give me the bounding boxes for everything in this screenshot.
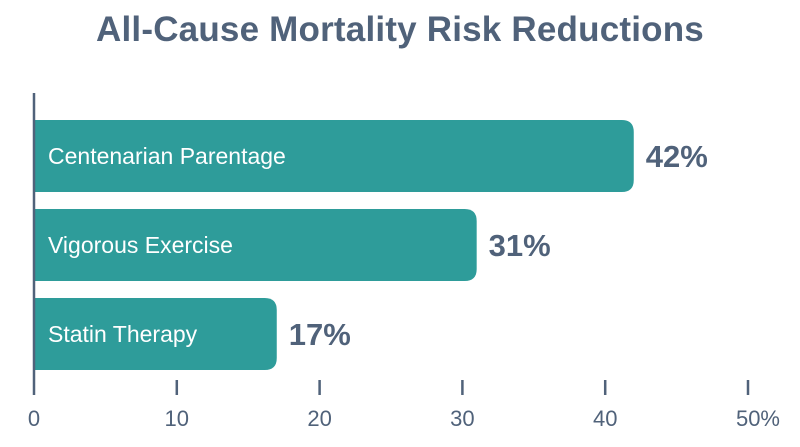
- chart-title: All-Cause Mortality Risk Reductions: [96, 10, 704, 49]
- value-labels-group: 42% 31% 17%: [289, 139, 708, 352]
- x-tick-label-4: 30: [450, 406, 474, 431]
- value-label-2: 31%: [489, 228, 551, 263]
- x-tick-label-1: 0: [28, 406, 40, 431]
- bar-3: [34, 298, 277, 370]
- bar-label-2: Vigorous Exercise: [48, 232, 233, 258]
- bar-label-3: Statin Therapy: [48, 321, 198, 347]
- bar-1: [34, 120, 634, 192]
- bars-group: [34, 120, 634, 370]
- x-tick-label-6: 50%: [736, 406, 780, 431]
- bar-2: [34, 209, 477, 281]
- value-label-3: 17%: [289, 317, 351, 352]
- x-tick-label-5: 40: [593, 406, 617, 431]
- bar-labels-group: Centenarian Parentage Vigorous Exercise St…: [48, 143, 286, 347]
- x-axis-tick-labels-group: 0 10 20 30 40 50%: [28, 406, 780, 431]
- x-tick-label-2: 10: [165, 406, 189, 431]
- value-label-1: 42%: [646, 139, 708, 174]
- x-tick-label-3: 20: [307, 406, 331, 431]
- bar-label-1: Centenarian Parentage: [48, 143, 286, 169]
- x-axis-ticks-group: [175, 380, 750, 395]
